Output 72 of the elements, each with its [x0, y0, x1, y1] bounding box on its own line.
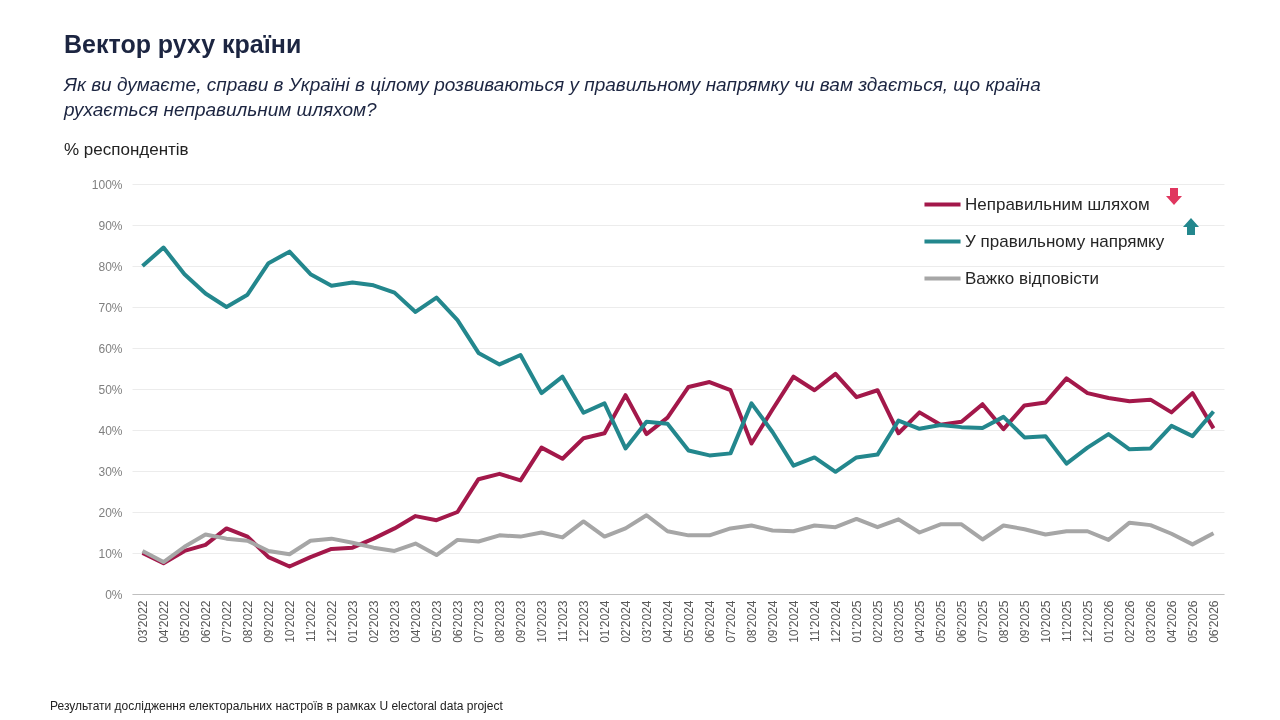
y-tick-label: 20% [98, 505, 123, 520]
legend-label: Неправильним шляхом [965, 194, 1150, 214]
x-tick-label: 09'2022 [262, 600, 276, 643]
x-tick-label: 02'2026 [1123, 600, 1137, 643]
x-tick-label: 07'2024 [724, 600, 738, 643]
chart-title: Вектор руху країни [64, 30, 302, 59]
x-tick-label: 03'2023 [388, 600, 402, 643]
x-tick-label: 11'2025 [1060, 600, 1074, 642]
x-tick-label: 04'2026 [1165, 600, 1179, 643]
x-tick-label: 03'2025 [892, 600, 906, 643]
x-tick-label: 01'2024 [598, 600, 612, 643]
x-tick-label: 07'2025 [976, 600, 990, 643]
legend-label: У правильному напрямку [965, 231, 1165, 251]
line-series [140, 513, 1216, 565]
x-tick-label: 05'2026 [1186, 600, 1200, 643]
x-tick-label: 07'2023 [472, 600, 486, 643]
x-tick-label: 10'2022 [283, 600, 297, 643]
y-tick-label: 0% [105, 587, 123, 602]
x-tick-label: 07'2022 [220, 600, 234, 643]
x-tick-label: 05'2024 [682, 600, 696, 643]
x-tick-label: 04'2023 [409, 600, 423, 643]
x-tick-label: 08'2023 [493, 600, 507, 643]
x-tick-label: 10'2025 [1039, 600, 1053, 643]
x-tick-label: 01'2026 [1102, 600, 1116, 643]
y-tick-label: 40% [98, 423, 123, 438]
x-tick-label: 05'2022 [178, 600, 192, 643]
y-tick-label: 70% [98, 300, 123, 315]
x-tick-label: 03'2026 [1144, 600, 1158, 643]
chart-subtitle: Як ви думаєте, справи в Україні в цілому розвиваються у правильному напрямку чи вам здається, що країна рухається неправильним шляхом? [64, 73, 1042, 122]
x-tick-label: 09'2024 [766, 600, 780, 643]
x-tick-label: 06'2024 [703, 600, 717, 643]
x-tick-label: 12'2025 [1081, 600, 1095, 643]
x-tick-label: 02'2025 [871, 600, 885, 643]
x-tick-label: 08'2024 [745, 600, 759, 643]
y-tick-label: 90% [98, 218, 123, 233]
x-tick-label: 01'2023 [346, 600, 360, 643]
line-series [140, 371, 1216, 569]
x-tick-label: 02'2024 [619, 600, 633, 643]
y-tick-label: 80% [98, 259, 123, 274]
x-tick-label: 09'2025 [1018, 600, 1032, 643]
legend-label: Важко відповісти [965, 268, 1099, 288]
x-tick-label: 06'2022 [199, 600, 213, 643]
x-tick-label: 04'2022 [157, 600, 171, 643]
y-tick-label: 10% [98, 546, 123, 561]
x-tick-label: 09'2023 [514, 600, 528, 643]
x-tick-label: 01'2025 [850, 600, 864, 643]
x-tick-label: 03'2022 [136, 600, 150, 643]
y-tick-label: 60% [98, 341, 123, 356]
y-tick-label: 100% [91, 177, 123, 192]
x-tick-label: 04'2025 [913, 600, 927, 643]
x-tick-label: 03'2024 [640, 600, 654, 643]
x-tick-label: 10'2024 [787, 600, 801, 643]
x-tick-label: 12'2024 [829, 600, 843, 643]
x-tick-label: 11'2023 [556, 600, 570, 642]
y-tick-label: 30% [98, 464, 123, 479]
x-tick-label: 05'2023 [430, 600, 444, 643]
y-tick-label: 50% [98, 382, 123, 397]
x-tick-label: 06'2026 [1207, 600, 1221, 643]
x-tick-label: 06'2025 [955, 600, 969, 643]
x-tick-label: 08'2022 [241, 600, 255, 643]
x-tick-label: 05'2025 [934, 600, 948, 643]
x-tick-label: 12'2023 [577, 600, 591, 643]
text: Результати дослідження електоральних настроїв в рамках U electoral data project [50, 699, 503, 713]
y-axis-title: % респондентів [64, 140, 189, 160]
x-tick-label: 10'2023 [535, 600, 549, 643]
x-tick-label: 08'2025 [997, 600, 1011, 643]
x-tick-label: 02'2023 [367, 600, 381, 643]
x-tick-label: 04'2024 [661, 600, 675, 643]
x-tick-label: 11'2022 [304, 600, 318, 642]
x-tick-label: 06'2023 [451, 600, 465, 643]
x-tick-label: 11'2024 [808, 600, 822, 642]
x-tick-label: 12'2022 [325, 600, 339, 643]
